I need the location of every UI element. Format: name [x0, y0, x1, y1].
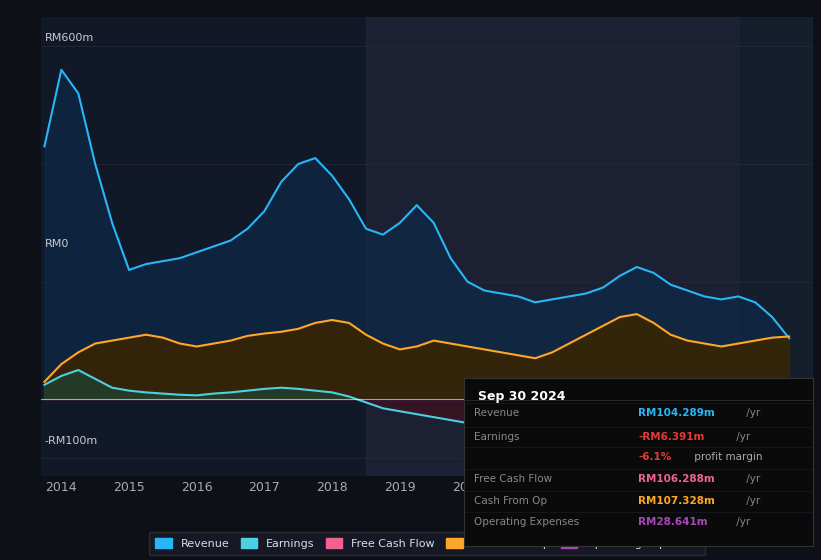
Text: RM104.289m: RM104.289m: [639, 408, 715, 418]
Text: -RM100m: -RM100m: [45, 436, 99, 446]
Text: RM0: RM0: [45, 239, 69, 249]
Text: -6.1%: -6.1%: [639, 452, 672, 462]
Text: RM107.328m: RM107.328m: [639, 496, 715, 506]
Text: Cash From Op: Cash From Op: [475, 496, 548, 506]
Text: RM106.288m: RM106.288m: [639, 474, 715, 484]
Text: Earnings: Earnings: [475, 432, 520, 442]
Text: /yr: /yr: [743, 408, 760, 418]
Text: RM28.641m: RM28.641m: [639, 517, 708, 528]
Text: /yr: /yr: [732, 517, 750, 528]
Bar: [738, 17, 819, 476]
Text: Free Cash Flow: Free Cash Flow: [475, 474, 553, 484]
Text: Revenue: Revenue: [475, 408, 520, 418]
Bar: [366, 17, 738, 476]
Text: profit margin: profit margin: [690, 452, 762, 462]
Text: -RM6.391m: -RM6.391m: [639, 432, 704, 442]
Legend: Revenue, Earnings, Free Cash Flow, Cash From Op, Operating Expenses: Revenue, Earnings, Free Cash Flow, Cash …: [149, 531, 705, 556]
Text: Sep 30 2024: Sep 30 2024: [478, 390, 566, 403]
Text: /yr: /yr: [732, 432, 750, 442]
Text: RM600m: RM600m: [45, 33, 94, 43]
Text: Operating Expenses: Operating Expenses: [475, 517, 580, 528]
Text: /yr: /yr: [743, 496, 760, 506]
Text: /yr: /yr: [743, 474, 760, 484]
